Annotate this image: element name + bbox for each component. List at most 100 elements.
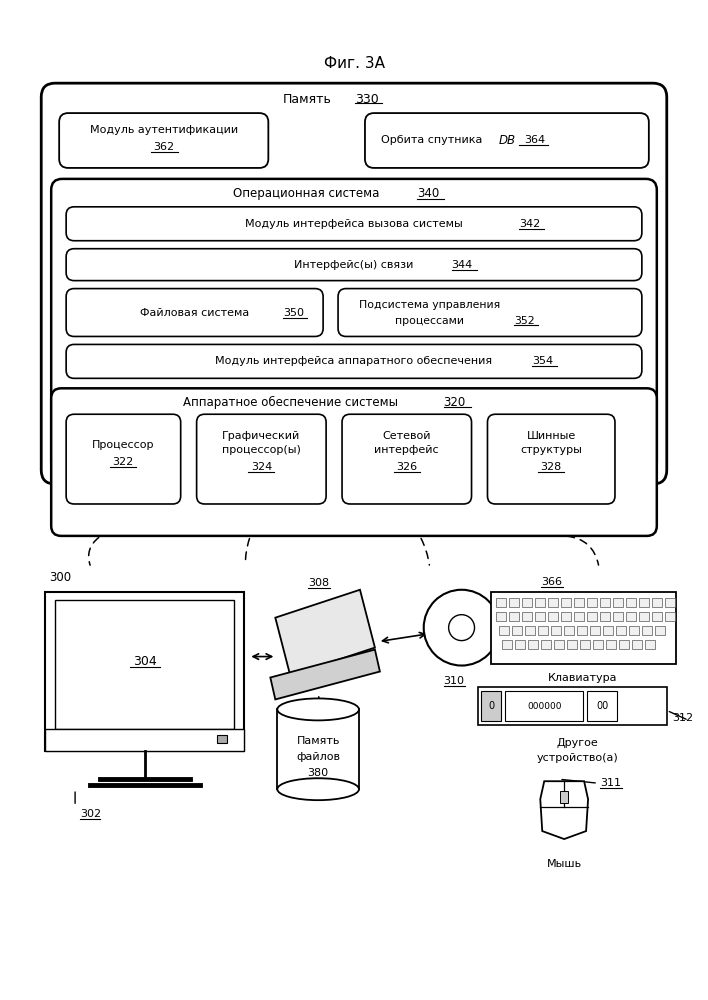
- Bar: [590, 626, 600, 635]
- Bar: [574, 612, 584, 621]
- Bar: [548, 612, 558, 621]
- Text: Операционная система: Операционная система: [233, 187, 379, 200]
- Text: Сетевой: Сетевой: [382, 431, 431, 441]
- FancyBboxPatch shape: [59, 113, 268, 168]
- Bar: [499, 626, 509, 635]
- FancyBboxPatch shape: [66, 344, 642, 378]
- FancyBboxPatch shape: [51, 179, 657, 473]
- FancyBboxPatch shape: [66, 289, 323, 336]
- Bar: [593, 640, 603, 649]
- Text: 322: 322: [113, 457, 134, 467]
- Text: 364: 364: [524, 135, 545, 145]
- FancyBboxPatch shape: [66, 249, 642, 281]
- Text: Память: Память: [297, 736, 340, 746]
- Text: Память: Память: [282, 93, 331, 106]
- Text: 328: 328: [541, 462, 562, 472]
- Polygon shape: [275, 590, 375, 676]
- Bar: [535, 598, 545, 607]
- Text: Модуль аутентификации: Модуль аутентификации: [90, 125, 238, 135]
- Bar: [496, 598, 506, 607]
- FancyBboxPatch shape: [51, 388, 657, 536]
- Text: 310: 310: [444, 676, 464, 686]
- FancyBboxPatch shape: [41, 83, 667, 484]
- Text: Модуль интерфейса вызова системы: Модуль интерфейса вызова системы: [245, 219, 463, 229]
- Bar: [606, 640, 616, 649]
- Bar: [509, 598, 520, 607]
- Bar: [541, 640, 552, 649]
- FancyBboxPatch shape: [338, 289, 642, 336]
- Bar: [564, 626, 574, 635]
- Bar: [506, 691, 583, 721]
- Ellipse shape: [278, 698, 359, 720]
- Text: 308: 308: [308, 578, 329, 588]
- Bar: [587, 691, 617, 721]
- Bar: [587, 598, 597, 607]
- Text: 00: 00: [596, 701, 608, 711]
- Text: файлов: файлов: [296, 752, 340, 762]
- Text: процессами: процессами: [395, 316, 464, 326]
- Polygon shape: [540, 781, 588, 839]
- Bar: [217, 735, 227, 743]
- Bar: [652, 598, 662, 607]
- Text: 300: 300: [49, 571, 72, 584]
- Text: Аппаратное обеспечение системы: Аппаратное обеспечение системы: [183, 396, 398, 409]
- Bar: [496, 612, 506, 621]
- Bar: [548, 598, 558, 607]
- Bar: [613, 598, 623, 607]
- Text: 344: 344: [452, 260, 473, 270]
- Bar: [616, 626, 626, 635]
- FancyBboxPatch shape: [488, 414, 615, 504]
- FancyBboxPatch shape: [66, 207, 642, 241]
- Text: Подсистема управления: Подсистема управления: [359, 300, 501, 310]
- Text: Фиг. 3А: Фиг. 3А: [324, 56, 384, 71]
- Bar: [574, 598, 584, 607]
- Text: 362: 362: [153, 142, 174, 152]
- Text: Шинные: Шинные: [527, 431, 576, 441]
- Bar: [525, 626, 535, 635]
- FancyBboxPatch shape: [197, 414, 326, 504]
- Text: 320: 320: [444, 396, 466, 409]
- Bar: [632, 640, 642, 649]
- Text: 000000: 000000: [527, 702, 561, 711]
- Bar: [619, 640, 629, 649]
- Bar: [561, 612, 571, 621]
- Text: Процессор: Процессор: [91, 440, 154, 450]
- Bar: [639, 612, 649, 621]
- Text: Интерфейс(ы) связи: Интерфейс(ы) связи: [295, 260, 413, 270]
- FancyBboxPatch shape: [342, 414, 472, 504]
- Bar: [523, 598, 532, 607]
- Text: Модуль интерфейса аппаратного обеспечения: Модуль интерфейса аппаратного обеспечени…: [215, 356, 493, 366]
- Bar: [278, 709, 359, 789]
- Text: Файловая система: Файловая система: [140, 308, 249, 318]
- Bar: [580, 640, 590, 649]
- Text: DB: DB: [499, 134, 516, 147]
- Text: 326: 326: [396, 462, 417, 472]
- Text: 304: 304: [133, 655, 156, 668]
- Bar: [626, 612, 636, 621]
- Text: процессор(ы): процессор(ы): [222, 445, 301, 455]
- FancyBboxPatch shape: [66, 414, 181, 504]
- Bar: [561, 598, 571, 607]
- Bar: [577, 626, 587, 635]
- Text: устройство(а): устройство(а): [536, 753, 618, 763]
- Bar: [523, 612, 532, 621]
- Bar: [528, 640, 538, 649]
- Text: Мышь: Мышь: [547, 859, 582, 869]
- Text: Другое: Другое: [556, 738, 598, 748]
- Text: 312: 312: [672, 713, 693, 723]
- Bar: [509, 612, 520, 621]
- Text: 311: 311: [600, 778, 621, 788]
- Bar: [587, 612, 597, 621]
- Text: 350: 350: [283, 308, 304, 318]
- Bar: [491, 592, 675, 664]
- Polygon shape: [270, 650, 380, 699]
- Circle shape: [423, 590, 499, 666]
- Bar: [626, 598, 636, 607]
- Bar: [665, 598, 675, 607]
- Bar: [515, 640, 525, 649]
- Bar: [652, 612, 662, 621]
- Bar: [567, 640, 577, 649]
- Text: структуры: структуры: [520, 445, 582, 455]
- Text: 366: 366: [541, 577, 562, 587]
- Bar: [645, 640, 655, 649]
